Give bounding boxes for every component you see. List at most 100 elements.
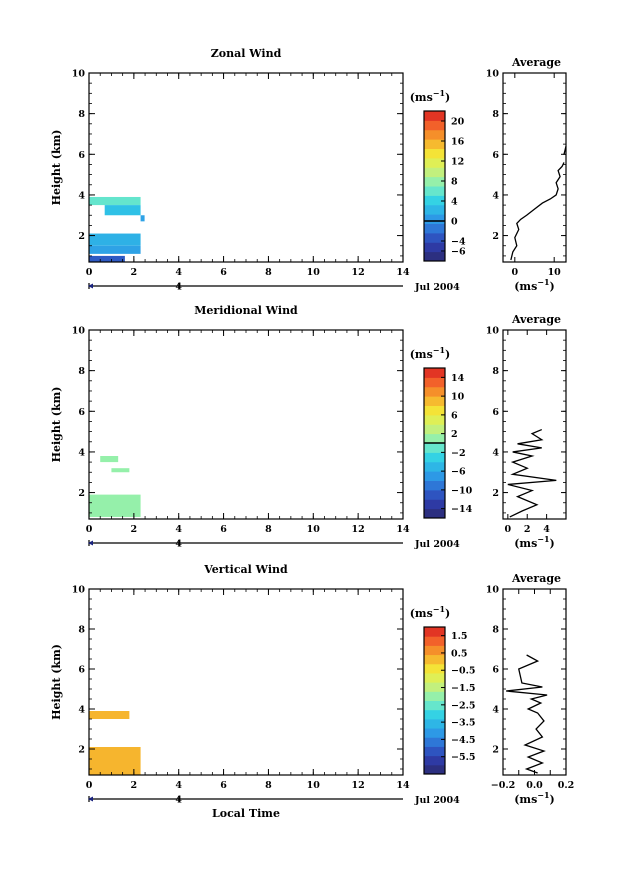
- date-bar-marker: [88, 283, 93, 289]
- date-label: Jul 2004: [414, 282, 460, 293]
- colorbar-band: [424, 167, 445, 178]
- y-tick-label: 6: [78, 150, 85, 161]
- y-tick-label: 4: [78, 190, 85, 201]
- colorbar-band: [424, 636, 445, 646]
- average-frame: [502, 588, 567, 776]
- x-tick-label: 14: [396, 267, 410, 278]
- x-tick-label: 10: [307, 780, 321, 791]
- average-profile-line: [507, 428, 557, 518]
- panel-title: Meridional Wind: [194, 304, 298, 317]
- average-y-tick-label: 2: [492, 488, 499, 499]
- average-y-tick-label: 4: [492, 190, 499, 201]
- colorbar-band: [424, 120, 445, 131]
- colorbar-tick-label: 16: [451, 137, 465, 148]
- panel-title: Zonal Wind: [211, 47, 282, 60]
- x-tick-label: 6: [220, 267, 227, 278]
- x-tick-label: 0: [86, 780, 93, 791]
- x-tick-label: 10: [307, 267, 321, 278]
- y-tick-label: 8: [78, 109, 85, 120]
- heatmap-cell: [89, 494, 141, 517]
- colorbar-tick-label: 0.5: [451, 648, 468, 659]
- y-tick-label: 2: [78, 745, 85, 756]
- average-frame: [502, 72, 567, 263]
- colorbar-tick-label: −4: [451, 237, 466, 248]
- x-tick-label: 8: [265, 780, 272, 791]
- colorbar-unit-label: (ms−1): [410, 604, 451, 620]
- average-y-tick-label: 8: [492, 366, 499, 377]
- average-x-tick-label: −0.2: [491, 780, 516, 791]
- colorbar-band: [424, 627, 445, 637]
- y-tick-label: 2: [78, 231, 85, 242]
- x-tick-label: 12: [352, 267, 365, 278]
- heatmap-cell: [104, 205, 141, 216]
- panel-title: Vertical Wind: [203, 563, 288, 576]
- colorbar-band: [424, 682, 445, 692]
- colorbar-tick-label: −2.5: [451, 700, 476, 711]
- colorbar-band: [424, 232, 445, 243]
- colorbar-band: [424, 386, 445, 397]
- average-x-axis-label: (ms−1): [514, 790, 555, 806]
- colorbar-unit-label: (ms−1): [410, 88, 451, 104]
- colorbar-band: [424, 709, 445, 720]
- average-y-tick-label: 2: [492, 231, 499, 242]
- y-tick-label: 8: [78, 366, 85, 377]
- colorbar-tick-label: 14: [451, 373, 465, 384]
- colorbar-band: [424, 368, 445, 378]
- colorbar-band: [424, 746, 445, 757]
- panel-2: Meridional Wind 0 2 4 6 8 10 12 14 2 4 6 8 10 Height (…: [50, 304, 567, 550]
- y-tick-label: 10: [72, 585, 86, 596]
- colorbar-band: [424, 396, 445, 406]
- colorbar-band: [424, 508, 445, 519]
- date-label: Jul 2004: [414, 795, 460, 806]
- average-x-tick-label: 0: [505, 524, 512, 535]
- heatmap-cell: [89, 711, 130, 719]
- x-tick-label: 2: [131, 267, 138, 278]
- heatmap-cell: [89, 245, 141, 254]
- average-x-tick-label: 0: [512, 267, 519, 278]
- x-tick-label: 2: [131, 780, 138, 791]
- colorbar-band: [424, 737, 445, 747]
- x-tick-label: 8: [265, 524, 272, 535]
- x-tick-label: 4: [175, 524, 182, 535]
- colorbar-tick-label: 10: [451, 392, 465, 403]
- average-x-tick-label: 0.2: [558, 780, 575, 791]
- date-bar-marker: [88, 540, 93, 546]
- average-y-tick-label: 10: [486, 69, 500, 80]
- x-tick-label: 2: [131, 524, 138, 535]
- panel-1: Zonal Wind 0 2 4 6 8 10 12 14 2 4 6 8 10 Height (km) 4 J…: [50, 47, 567, 293]
- colorbar-band: [424, 405, 445, 416]
- colorbar-band: [424, 672, 445, 683]
- colorbar-band: [424, 654, 445, 665]
- colorbar-tick-label: −4.5: [451, 735, 476, 746]
- plot-frame: [88, 329, 404, 520]
- colorbar-band: [424, 214, 445, 224]
- average-y-tick-label: 4: [492, 705, 499, 716]
- colorbar-band: [424, 195, 445, 206]
- average-profile-line: [563, 146, 567, 155]
- colorbar-band: [424, 663, 445, 674]
- colorbar-unit-label: (ms−1): [410, 345, 451, 361]
- colorbar-band: [424, 242, 445, 253]
- colorbar-band: [424, 700, 445, 711]
- heatmap-cell: [89, 747, 141, 775]
- average-x-tick-label: 0.0: [526, 780, 543, 791]
- heatmap-cell: [89, 255, 125, 262]
- colorbar-band: [424, 755, 445, 766]
- colorbar-band: [424, 414, 445, 425]
- average-y-tick-label: 6: [492, 150, 499, 161]
- x-tick-label: 12: [352, 780, 365, 791]
- y-axis-label: Height (km): [50, 130, 63, 206]
- colorbar-tick-label: −10: [451, 485, 473, 496]
- average-title: Average: [511, 56, 561, 69]
- y-axis-label: Height (km): [50, 644, 63, 720]
- colorbar-band: [424, 186, 445, 196]
- colorbar-band: [424, 645, 445, 656]
- heatmap-cell: [89, 196, 141, 206]
- average-x-axis-label: (ms−1): [514, 534, 555, 550]
- colorbar-band: [424, 129, 445, 140]
- colorbar-tick-label: 12: [451, 157, 464, 168]
- average-y-tick-label: 8: [492, 109, 499, 120]
- x-tick-label: 6: [220, 524, 227, 535]
- colorbar-band: [424, 139, 445, 149]
